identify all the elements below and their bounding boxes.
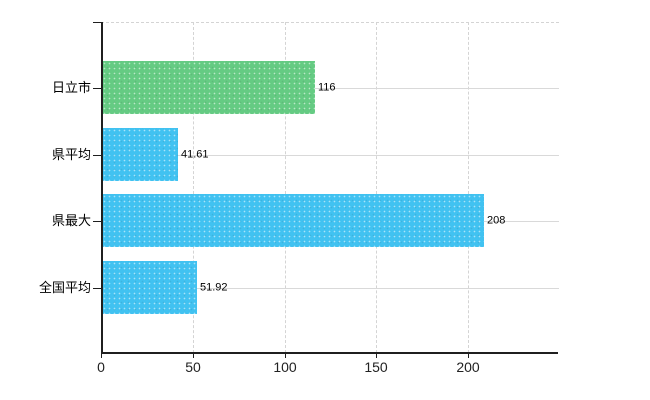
row-gridline — [102, 88, 559, 89]
vertical-gridline — [193, 22, 194, 353]
vertical-gridline — [285, 22, 286, 353]
y-axis-top-tick — [93, 22, 101, 23]
vertical-gridline — [468, 22, 469, 353]
row-gridline — [102, 155, 559, 156]
bar — [102, 128, 178, 181]
vertical-gridline — [376, 22, 377, 353]
x-axis-tick — [101, 353, 102, 358]
bar-value-label: 41.61 — [181, 148, 209, 161]
x-axis-tick — [285, 353, 286, 358]
bar — [102, 261, 197, 314]
bar-value-label: 51.92 — [200, 281, 228, 294]
x-axis-tick-label: 0 — [97, 359, 105, 375]
plot-top-border — [101, 22, 559, 23]
y-axis-tick — [93, 155, 101, 156]
bar-value-label: 116 — [318, 81, 336, 94]
y-axis-tick — [93, 288, 101, 289]
x-axis-tick-label: 200 — [456, 359, 480, 375]
x-axis-tick — [193, 353, 194, 358]
x-axis-tick-label: 50 — [185, 359, 201, 375]
x-axis-tick — [376, 353, 377, 358]
category-label: 県最大 — [51, 212, 91, 228]
row-gridline — [102, 288, 559, 289]
category-label: 日立市 — [51, 79, 91, 95]
category-label: 全国平均 — [38, 279, 91, 295]
y-axis-tick — [93, 88, 101, 89]
category-label: 県平均 — [51, 146, 91, 162]
y-axis-line — [101, 22, 103, 353]
x-axis-tick-label: 150 — [364, 359, 388, 375]
bar — [102, 61, 315, 114]
y-axis-tick — [93, 221, 101, 222]
x-axis-tick — [468, 353, 469, 358]
bar — [102, 194, 484, 247]
x-axis-tick-label: 100 — [273, 359, 297, 375]
x-axis-line — [101, 352, 558, 354]
bar-value-label: 208 — [487, 214, 506, 227]
